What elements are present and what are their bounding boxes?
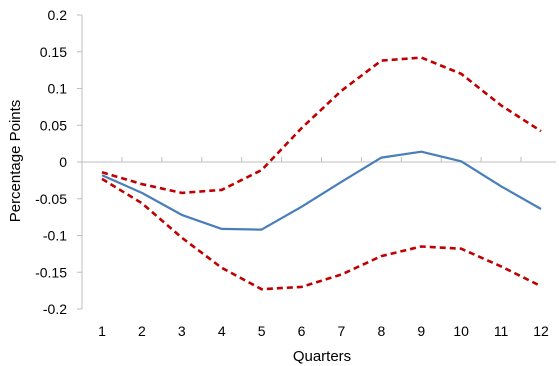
x-tick-label: 8 xyxy=(377,323,385,339)
y-tick-label: -0.15 xyxy=(35,264,67,280)
y-tick-label: -0.2 xyxy=(43,301,67,317)
chart-ticks: 0.20.150.10.050-0.05-0.1-0.15-0.21 2 3 4 5 6 7… xyxy=(35,7,549,339)
x-tick-label: 6 xyxy=(298,323,306,339)
x-axis-title: Quarters xyxy=(293,348,351,365)
confidence-band-line-1 xyxy=(101,56,542,195)
y-tick-label: 0.1 xyxy=(48,81,68,97)
x-tick-label: 5 xyxy=(258,323,266,339)
chart-series xyxy=(101,56,542,291)
confidence-band-line-2 xyxy=(101,177,542,291)
y-tick-label: 0.15 xyxy=(40,44,67,60)
x-tick-label: 12 xyxy=(533,323,549,339)
chart-axes xyxy=(81,15,556,309)
x-tick-label: 9 xyxy=(417,323,425,339)
x-tick-label: 10 xyxy=(453,323,469,339)
y-tick-label: -0.1 xyxy=(43,228,67,244)
y-tick-label: -0.05 xyxy=(35,191,67,207)
x-tick-label: 1 xyxy=(98,323,106,339)
x-tick-label: 11 xyxy=(494,323,509,339)
x-tick-label: 2 xyxy=(138,323,146,339)
y-tick-label: 0 xyxy=(59,154,67,170)
y-tick-label: 0.05 xyxy=(40,117,67,133)
x-tick-label: 7 xyxy=(338,323,346,339)
x-tick-label: 4 xyxy=(218,323,226,339)
x-tick-label: 3 xyxy=(178,323,186,339)
y-tick-label: 0.2 xyxy=(48,7,68,23)
impulse-response-line xyxy=(101,150,542,231)
y-axis-title: Percentage Points xyxy=(7,100,24,223)
